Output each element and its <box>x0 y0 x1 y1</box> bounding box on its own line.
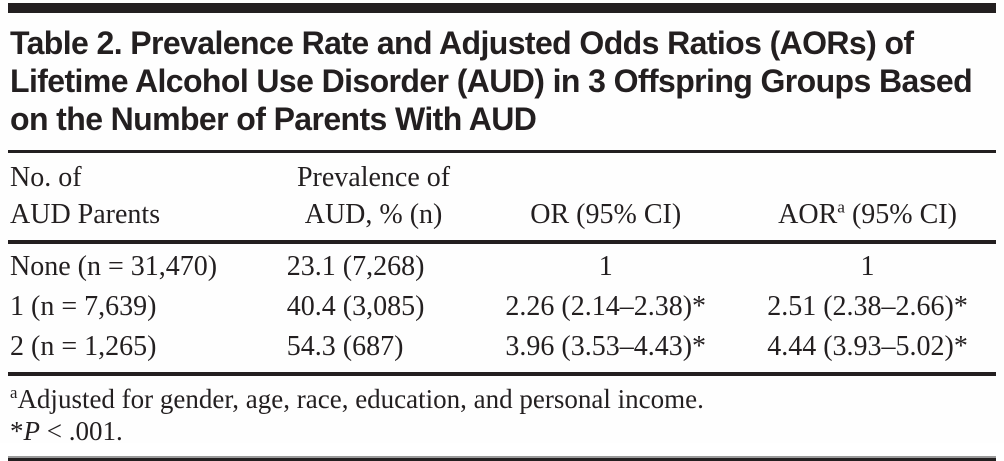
cell-or: 2.26 (2.14–2.38)* <box>505 291 707 322</box>
col-header-line: AORa (95% CI) <box>739 196 996 233</box>
footnote-p-rest: < .001. <box>40 416 123 446</box>
footnote-p-italic: P <box>23 416 41 446</box>
col-header-or: OR (95% CI) <box>472 153 740 244</box>
journal-table-figure: Table 2. Prevalence Rate and Adjusted Od… <box>8 3 996 461</box>
cell-group: 1 (n = 7,639) <box>10 291 157 322</box>
col-header-line: Prevalence of <box>296 162 451 193</box>
col-header-prevalence: Prevalence of AUD, % (n) <box>274 153 473 244</box>
header-row: No. of AUD Parents Prevalence of AUD, % … <box>8 153 996 244</box>
cell-or: 1 <box>598 251 613 282</box>
cell-aor: 4.44 (3.93–5.02)* <box>767 331 968 362</box>
col-header-line: No. of <box>10 162 82 193</box>
table-row: 2 (n = 1,265) 54.3 (687) 3.96 (3.53–4.43… <box>8 327 996 372</box>
table-title: Table 2. Prevalence Rate and Adjusted Od… <box>10 25 973 137</box>
aor-ci-label: (95% CI) <box>844 199 957 230</box>
cell-prevalence: 23.1 (7,268) <box>286 251 425 282</box>
col-header-line: AUD, % (n) <box>304 199 443 230</box>
cell-group: 2 (n = 1,265) <box>10 331 157 362</box>
bottom-rule <box>8 456 996 461</box>
footnotes: aAdjusted for gender, age, race, educati… <box>8 383 996 447</box>
data-table: No. of AUD Parents Prevalence of AUD, % … <box>8 153 996 372</box>
cell-or: 3.96 (3.53–4.43)* <box>505 331 707 362</box>
title-rule <box>8 150 996 153</box>
footnote-rule <box>8 372 996 376</box>
cell-group: None (n = 31,470) <box>10 251 218 282</box>
cell-prevalence: 40.4 (3,085) <box>286 291 425 322</box>
footnote-adjusted: aAdjusted for gender, age, race, educati… <box>10 383 996 415</box>
top-rule <box>8 3 996 13</box>
cell-aor: 1 <box>860 251 875 282</box>
col-header-line: AUD Parents <box>10 199 161 230</box>
cell-prevalence: 54.3 (687) <box>286 331 404 362</box>
footnote-star-marker: * <box>10 416 24 446</box>
footnote-pvalue: *P < .001. <box>10 415 996 447</box>
table-row: None (n = 31,470) 23.1 (7,268) 1 1 <box>8 242 996 287</box>
col-header-aor: AORa (95% CI) <box>739 153 996 244</box>
aor-label: AOR <box>778 199 838 230</box>
footnote-a-marker: a <box>10 383 18 402</box>
col-header-line: OR (95% CI) <box>530 199 682 230</box>
cell-aor: 2.51 (2.38–2.66)* <box>767 291 968 322</box>
aor-superscript-a: a <box>837 197 845 217</box>
footnote-a-text: Adjusted for gender, age, race, educatio… <box>17 384 704 414</box>
table-row: 1 (n = 7,639) 40.4 (3,085) 2.26 (2.14–2.… <box>8 287 996 327</box>
col-header-aud-parents: No. of AUD Parents <box>8 153 275 244</box>
